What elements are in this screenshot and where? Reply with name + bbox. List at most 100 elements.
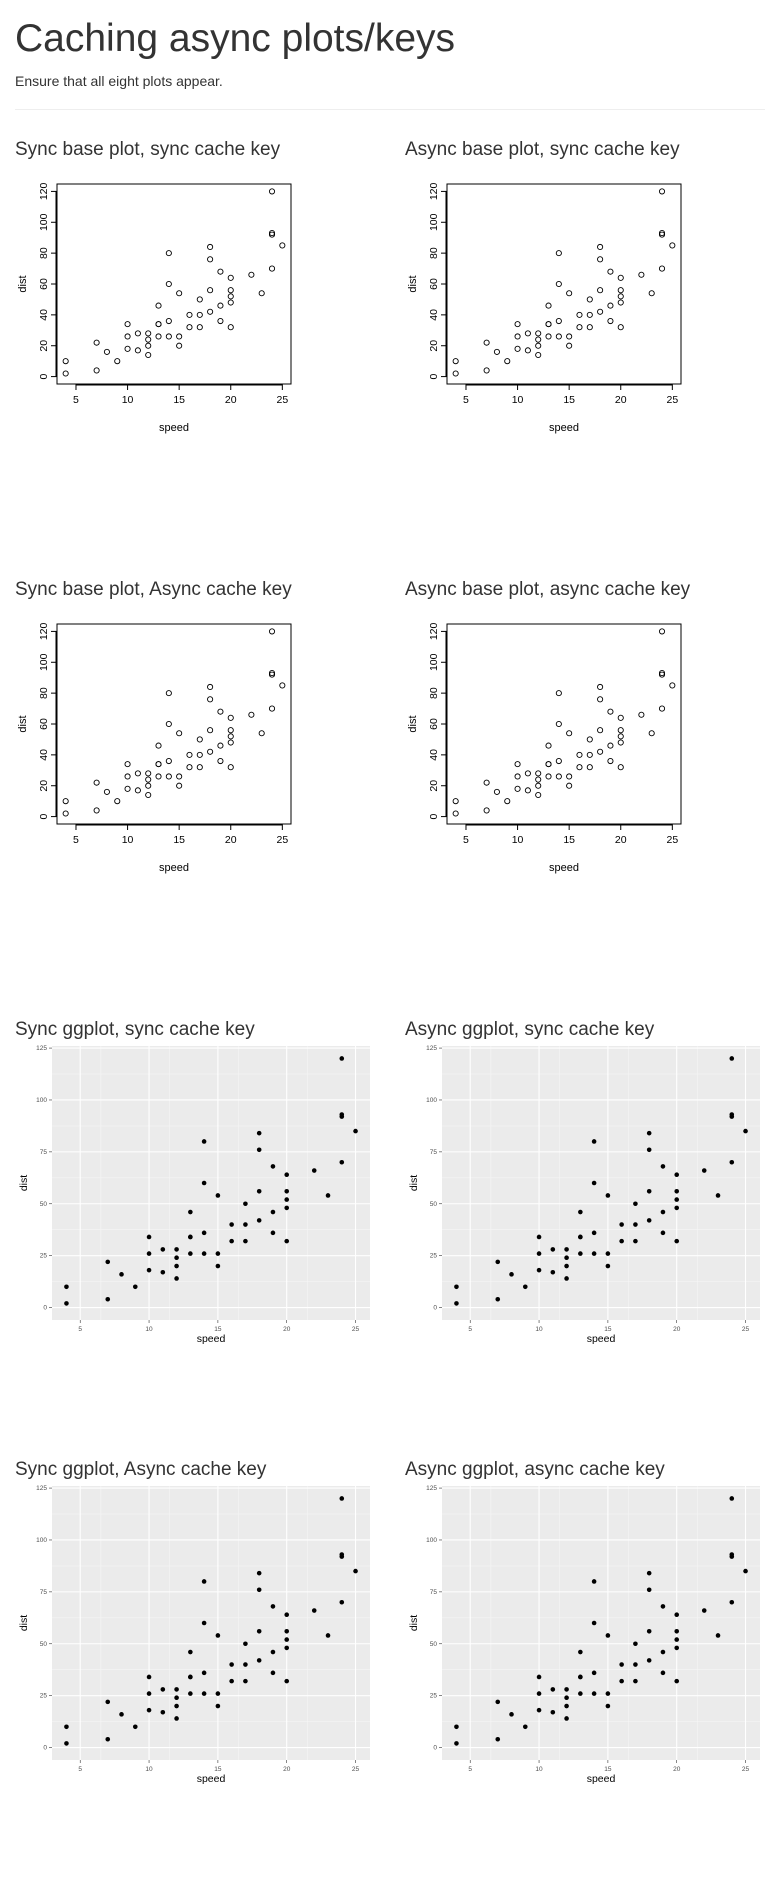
data-point [452,798,459,805]
data-point [536,1251,542,1256]
scatter-plot-6: 5 10 15 20 25 0 25 50 75 100 125 speed dist [408,1045,760,1345]
plot-panel [52,1046,370,1320]
data-point [607,742,614,749]
data-point [566,730,573,737]
y-tick-label: 80 [428,247,440,259]
data-point [93,339,100,346]
y-tick-label: 20 [428,780,440,792]
x-axis-title: speed [587,1333,616,1345]
data-point [105,1296,111,1302]
y-tick-label: 40 [38,309,50,321]
x-tick-label: 5 [78,1766,82,1773]
data-point [207,683,214,691]
x-axis-title: speed [197,1773,226,1785]
data-point [243,1641,248,1647]
page-title: Caching async plots/keys [15,17,456,60]
plot-cell-6: Async ggplot, sync cache key 5 10 15 20 25 0 2… [405,1018,780,1458]
data-point [607,708,614,715]
data-point [566,342,573,349]
data-point [165,720,172,728]
data-point [658,670,666,677]
y-tick-label: 20 [428,340,440,352]
data-point [522,1724,528,1730]
data-point [605,1703,611,1709]
data-point [124,761,131,768]
data-point [155,333,162,340]
data-point [270,1649,276,1655]
data-point [638,271,645,278]
x-tick-label: 5 [468,1326,472,1333]
y-tick-label: 40 [428,309,440,321]
x-tick-label: 5 [73,394,79,406]
data-point [145,770,152,777]
data-point [207,727,214,734]
page-subtitle: Ensure that all eight plots appear. [15,73,223,89]
data-point [555,773,562,780]
data-point [545,302,552,309]
data-point [535,336,542,343]
data-point [201,1579,207,1584]
data-point [64,1741,69,1746]
data-point [514,345,521,352]
x-tick-label: 25 [666,834,678,846]
data-point [114,358,121,365]
data-point [217,268,224,275]
data-point [555,690,562,697]
data-point [729,1159,735,1165]
data-point [454,1301,459,1306]
data-point [284,1629,290,1634]
y-tick-label: 50 [430,1641,438,1648]
x-tick-label: 20 [225,834,237,846]
data-point [493,788,500,795]
y-tick-label: 25 [40,1253,48,1260]
y-tick-label: 120 [38,182,50,200]
x-tick-label: 15 [214,1326,222,1333]
y-tick-label: 0 [43,1305,47,1312]
data-point [207,748,214,755]
data-point [155,302,162,309]
data-point [660,1670,666,1676]
data-point [524,787,531,794]
data-point [648,730,655,737]
data-point [617,733,624,740]
data-point [452,358,459,365]
plot-panel [52,1486,370,1760]
data-point [638,711,645,718]
data-point [284,1172,290,1177]
data-point [566,290,573,297]
data-point [268,230,276,237]
data-point [201,1670,207,1676]
data-point [504,358,511,365]
scatter-plot-2: 5 10 15 20 25 0 20 40 60 80 100 120 speed dist [407,182,682,434]
data-point [124,321,131,328]
data-point [674,1678,680,1684]
data-point [605,1263,611,1269]
plot-title: Sync base plot, sync cache key [15,139,281,160]
data-point [114,798,121,805]
data-point [591,1230,597,1236]
data-point [339,1552,345,1557]
data-point [105,1699,111,1705]
data-point [535,342,542,349]
data-point [646,1130,652,1136]
data-point [674,1238,680,1244]
data-point [165,317,172,325]
data-point [284,1637,290,1642]
data-point [566,773,573,780]
x-tick-label: 20 [225,394,237,406]
y-tick-label: 80 [38,247,50,259]
data-point [633,1641,638,1647]
data-point [660,1209,666,1215]
y-tick-label: 75 [430,1149,438,1156]
data-point [268,265,276,272]
data-point [165,773,172,780]
data-point [617,727,624,734]
data-point [93,779,100,786]
data-point [646,1570,652,1576]
data-point [174,1703,179,1709]
data-point [227,299,234,306]
y-axis-title: dist [17,715,29,732]
data-point [591,1670,597,1676]
data-point [64,1301,69,1306]
data-point [669,242,676,249]
